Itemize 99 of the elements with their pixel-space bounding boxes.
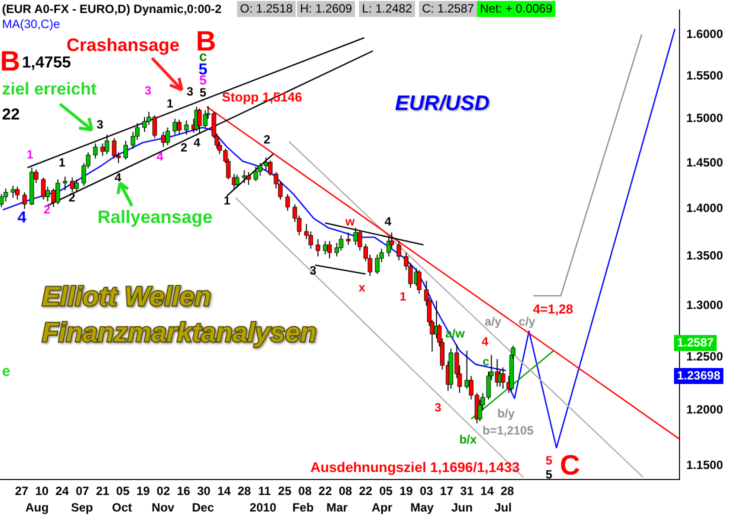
- y-tick-label: 1.5500: [686, 68, 724, 82]
- text: Sep: [70, 500, 94, 514]
- text: Jun: [451, 500, 473, 514]
- annotation: Rallyeansage: [97, 206, 213, 227]
- annotation: B: [0, 46, 20, 77]
- x-tick-label: 27: [15, 484, 29, 498]
- x-tick-label: 07: [76, 484, 90, 498]
- annotation: b/x: [459, 432, 477, 446]
- y-tick-label: 1.5000: [686, 111, 724, 126]
- annotation: 4: [18, 209, 27, 226]
- annotation: 4: [194, 135, 201, 150]
- text: Apr: [372, 500, 393, 514]
- x-tick-label: 11: [258, 484, 272, 498]
- annotation: 1,4755: [22, 54, 72, 72]
- annotation: c/y: [518, 314, 536, 328]
- annotation: 4: [384, 214, 392, 228]
- text: Mar: [326, 500, 348, 514]
- annotation: b=1,2105: [482, 423, 534, 438]
- x-tick-label: 22: [318, 484, 332, 498]
- annotation: Ausdehnungsziel 1,1696/1,1433: [310, 458, 520, 475]
- x-tick-label: 10: [35, 484, 49, 498]
- annotation: Elliott Wellen Finanzmarktanalysen: [42, 281, 317, 348]
- text: 2010: [250, 500, 277, 514]
- text: EUR/USD: [395, 92, 490, 115]
- annotation: e: [2, 363, 10, 380]
- annotation: 4=1,28: [532, 302, 574, 317]
- annotation: 3: [186, 84, 194, 98]
- text: May: [410, 500, 434, 514]
- annotation: Net: + 0.0069: [480, 1, 553, 16]
- annotation: O: 1.2518: [240, 1, 294, 16]
- x-tick-label: 16: [176, 484, 191, 498]
- annotation: H: 1.2609: [300, 1, 352, 16]
- annotation: c: [482, 354, 490, 368]
- annotation: 1: [224, 193, 231, 208]
- annotation: 4: [114, 170, 122, 184]
- x-tick-label: 25: [278, 484, 292, 498]
- x-tick-label: 31: [460, 484, 474, 498]
- x-tick-label: 05: [379, 484, 393, 498]
- text: Jul: [494, 500, 512, 514]
- y-tick-label: 1.1500: [686, 458, 724, 472]
- text: Nov: [152, 500, 175, 514]
- y-tick-label: 1.3000: [686, 298, 724, 312]
- y-tick-label: 1.4000: [686, 201, 724, 216]
- annotation: 5: [546, 453, 553, 468]
- y-tick-label: 1.3500: [686, 248, 724, 263]
- text: Aug: [25, 500, 49, 514]
- annotation: Crashansage: [66, 34, 180, 55]
- annotation: 3: [434, 400, 442, 414]
- annotation: 5: [200, 85, 207, 100]
- annotation: 1: [26, 147, 34, 162]
- text: MA(30,C)e: [2, 17, 60, 31]
- annotation: w: [344, 214, 356, 228]
- x-tick-label: 14: [480, 484, 494, 498]
- annotation: C: [560, 450, 580, 481]
- text: Dec: [192, 500, 214, 514]
- x-tick-label: 21: [96, 484, 110, 498]
- x-tick-label: 19: [399, 484, 414, 498]
- annotation: 1: [166, 96, 174, 110]
- x-tick-label: 24: [55, 484, 70, 498]
- text: Feb: [292, 500, 314, 514]
- annotation: 1: [400, 289, 407, 304]
- annotation: 5: [546, 467, 553, 482]
- annotation: x: [358, 280, 366, 294]
- x-tick-label: 05: [116, 484, 130, 498]
- x-tick-label: 28: [500, 484, 514, 498]
- annotation: 2: [44, 202, 51, 216]
- annotation: 3: [144, 83, 152, 98]
- x-tick-label: 30: [197, 484, 211, 498]
- y-tick-label: 1.2500: [686, 349, 724, 364]
- annotation: C: 1.2587: [422, 1, 474, 16]
- annotation: 2: [264, 132, 271, 146]
- annotation: a/y: [484, 314, 502, 328]
- annotation: 3: [96, 117, 104, 132]
- text: Oct: [112, 500, 132, 514]
- x-tick-label: 19: [136, 484, 150, 498]
- annotation: 22: [2, 106, 20, 124]
- annotation: 1: [58, 155, 66, 170]
- annotation: L: 1.2482: [362, 1, 412, 16]
- annotation: 1.23698: [677, 368, 721, 382]
- candlestick: [242, 170, 247, 184]
- annotation: ziel erreicht: [2, 80, 97, 99]
- x-tick-label: 03: [420, 484, 434, 498]
- annotation: b/y: [497, 406, 515, 420]
- x-tick-label: 02: [156, 484, 170, 498]
- annotation: 4: [482, 334, 489, 348]
- x-tick-label: 28: [238, 484, 252, 498]
- annotation: 4: [156, 149, 164, 164]
- x-tick-label: 22: [358, 484, 373, 498]
- y-tick-label: 1.2000: [686, 402, 724, 417]
- y-tick-label: 1.6000: [686, 26, 724, 41]
- y-tick-label: 1.4500: [686, 155, 724, 170]
- annotation: 2: [180, 140, 188, 154]
- x-tick-label: 17: [440, 484, 454, 498]
- x-tick-label: 08: [338, 484, 352, 498]
- annotation: 3: [310, 263, 317, 278]
- x-tick-label: 14: [217, 484, 232, 498]
- x-tick-label: 08: [298, 484, 312, 498]
- chart-title: (EUR A0-FX - EURO,D) Dynamic,0:00-2: [2, 2, 222, 16]
- annotation: 1.2587: [677, 335, 714, 350]
